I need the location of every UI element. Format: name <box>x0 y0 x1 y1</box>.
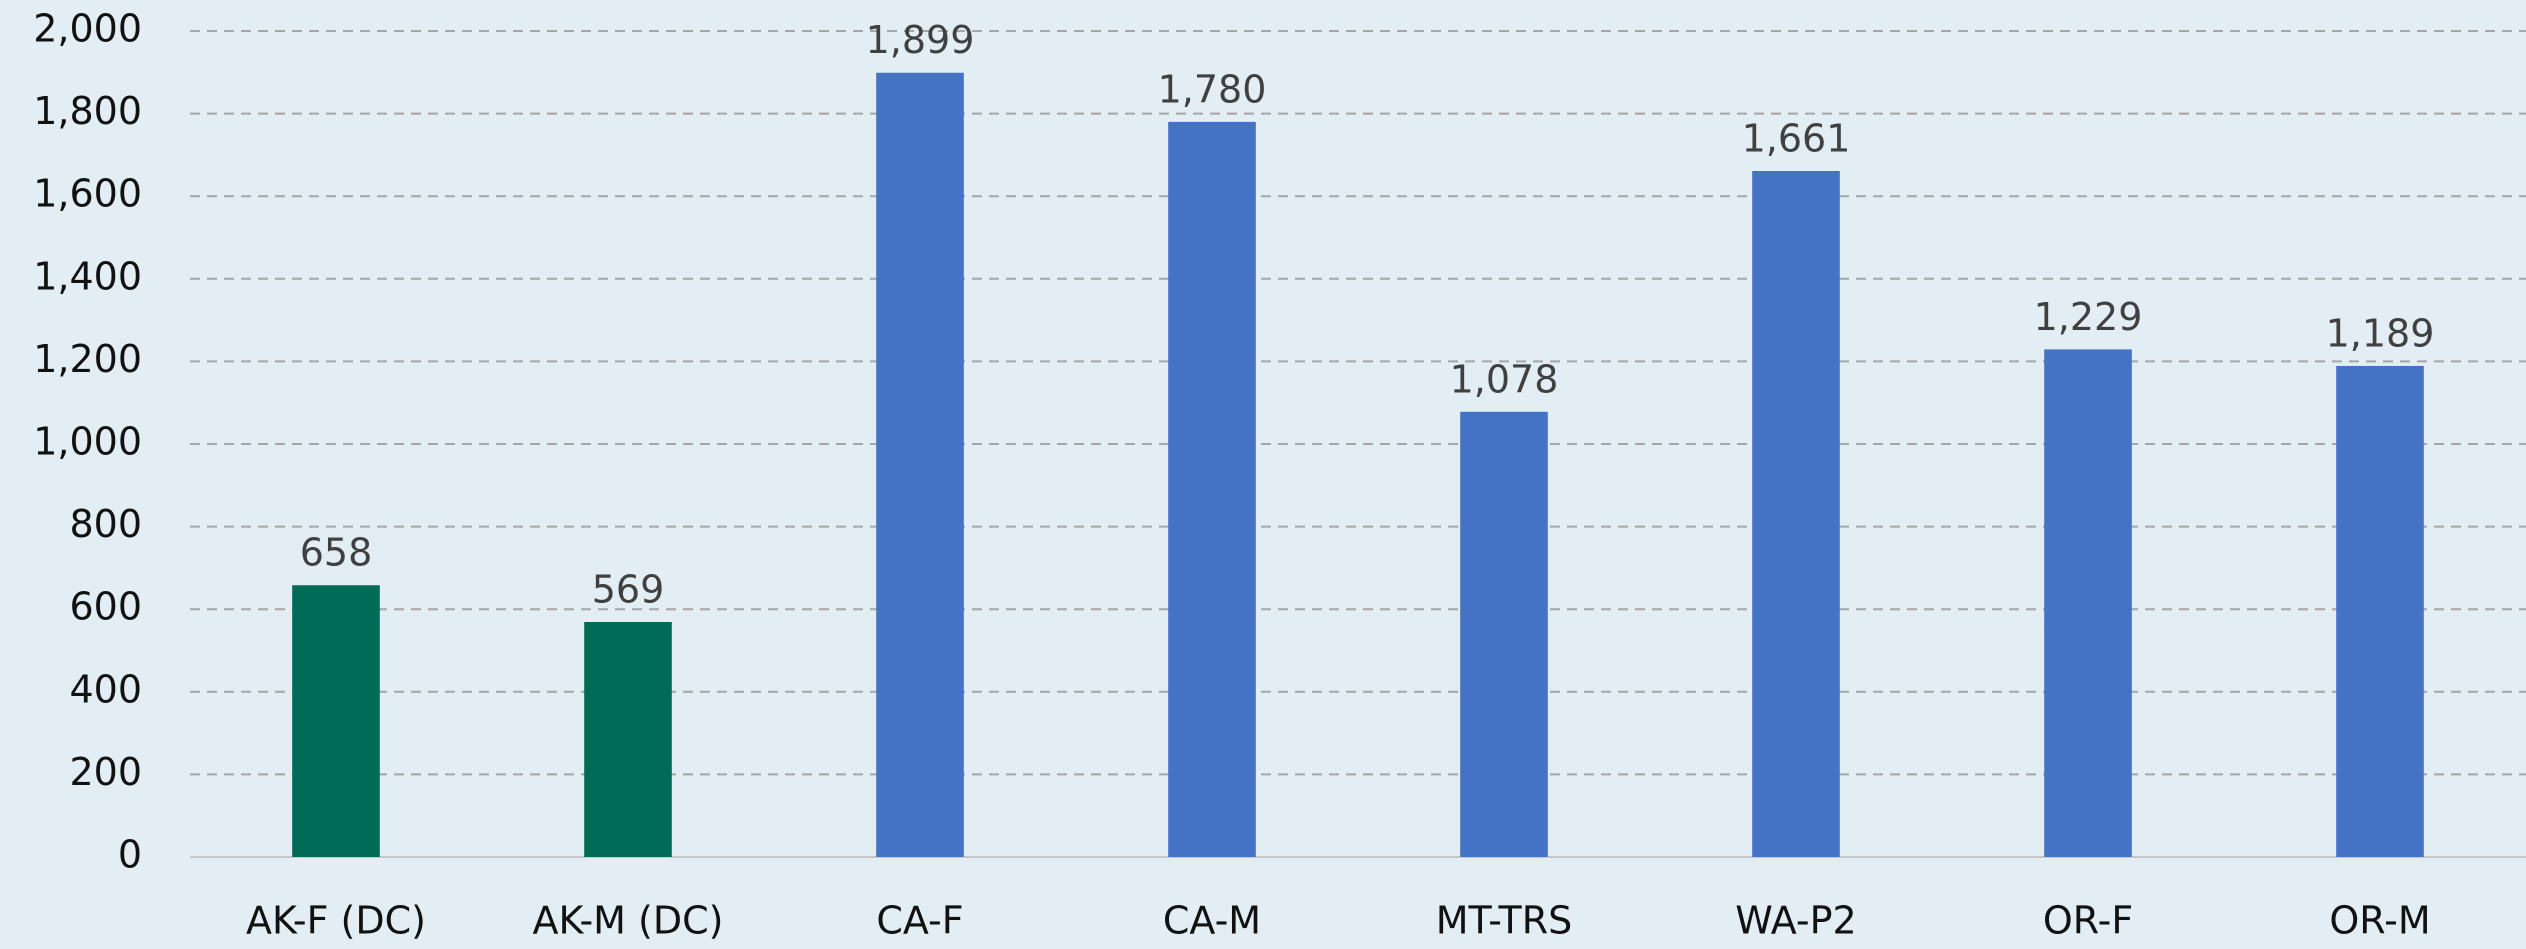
y-tick-label: 800 <box>69 502 142 546</box>
data-label: 1,899 <box>866 18 975 62</box>
data-label: 1,189 <box>2326 311 2435 355</box>
y-tick-label: 400 <box>69 667 142 711</box>
x-tick-label: AK-M (DC) <box>533 899 724 943</box>
bar <box>584 622 672 857</box>
x-tick-label: WA-P2 <box>1735 899 1856 943</box>
y-tick-label: 600 <box>69 585 142 629</box>
data-label: 658 <box>300 531 373 575</box>
y-tick-label: 200 <box>69 750 142 794</box>
y-tick-label: 2,000 <box>33 7 142 51</box>
bar <box>292 585 380 857</box>
y-tick-label: 1,200 <box>33 337 142 381</box>
x-tick-label: OR-M <box>2329 899 2430 943</box>
x-tick-label: MT-TRS <box>1436 899 1572 943</box>
y-tick-label: 1,000 <box>33 420 142 464</box>
y-tick-label: 1,400 <box>33 254 142 298</box>
data-label: 569 <box>592 568 665 612</box>
bar <box>876 72 964 857</box>
data-label: 1,661 <box>1742 117 1851 161</box>
bar <box>1168 121 1256 858</box>
bar <box>2044 349 2132 857</box>
data-label: 1,780 <box>1158 67 1267 111</box>
bar <box>1752 171 1840 857</box>
x-tick-label: CA-F <box>876 899 963 943</box>
x-tick-label: CA-M <box>1163 899 1261 943</box>
y-tick-label: 1,600 <box>33 172 142 216</box>
data-label: 1,078 <box>1450 357 1559 401</box>
y-tick-label: 0 <box>118 833 142 877</box>
bar <box>1460 411 1548 857</box>
data-label: 1,229 <box>2034 295 2143 339</box>
bar <box>2336 365 2424 857</box>
x-tick-label: AK-F (DC) <box>246 899 426 943</box>
x-tick-label: OR-F <box>2043 899 2133 943</box>
y-tick-label: 1,800 <box>33 89 142 133</box>
